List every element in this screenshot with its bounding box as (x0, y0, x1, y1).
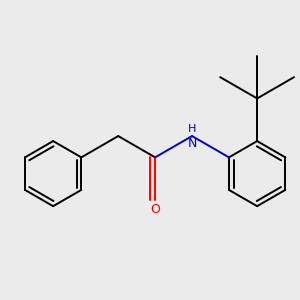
Text: N: N (188, 137, 197, 150)
Text: O: O (150, 203, 160, 216)
Text: H: H (188, 124, 196, 134)
